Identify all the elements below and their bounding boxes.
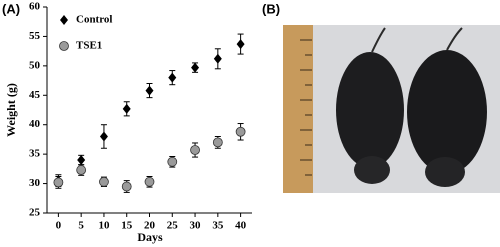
y-tick-label: 55	[29, 30, 41, 42]
panel-label: (A)	[2, 1, 20, 16]
ruler	[283, 25, 313, 193]
y-tick-label: 50	[29, 59, 41, 71]
y-tick-label: 45	[29, 89, 41, 101]
legend-marker	[60, 15, 68, 25]
point	[53, 177, 64, 188]
point	[76, 165, 87, 175]
x-tick-label: 35	[212, 220, 224, 232]
legend-label: TSE1	[76, 40, 102, 52]
point	[99, 131, 108, 142]
legend-marker	[59, 41, 69, 51]
point	[190, 145, 200, 155]
panel-label: (B)	[262, 1, 280, 16]
y-tick-label: 35	[29, 148, 41, 160]
y-tick-label: 60	[29, 1, 41, 13]
photo	[283, 25, 500, 193]
point	[212, 137, 223, 148]
point	[191, 62, 200, 73]
point	[236, 39, 245, 50]
point	[167, 156, 178, 167]
x-tick-label: 10	[98, 220, 110, 232]
y-tick-label: 30	[29, 177, 41, 189]
mouse	[407, 50, 487, 174]
x-tick-label: 0	[56, 220, 62, 232]
mouse	[336, 52, 404, 168]
y-tick-label: 40	[29, 118, 41, 130]
point	[145, 85, 154, 96]
x-axis-label: Days	[137, 230, 163, 244]
x-tick-label: 20	[144, 220, 156, 232]
point	[122, 103, 131, 114]
point	[235, 126, 246, 137]
mouse-head	[425, 157, 465, 187]
point	[99, 176, 109, 187]
x-tick-label: 5	[78, 220, 84, 232]
x-tick-label: 25	[167, 220, 179, 232]
y-tick-label: 25	[29, 207, 41, 219]
point	[121, 181, 132, 192]
x-tick-label: 40	[235, 220, 247, 232]
x-tick-label: 15	[121, 220, 133, 232]
x-tick-label: 30	[190, 220, 202, 232]
point	[168, 72, 177, 83]
point	[213, 53, 222, 64]
point	[77, 155, 86, 166]
y-axis-label: Weight (g)	[4, 83, 18, 137]
mouse-head	[354, 156, 390, 184]
legend-label: Control	[76, 14, 112, 26]
point	[144, 176, 155, 187]
